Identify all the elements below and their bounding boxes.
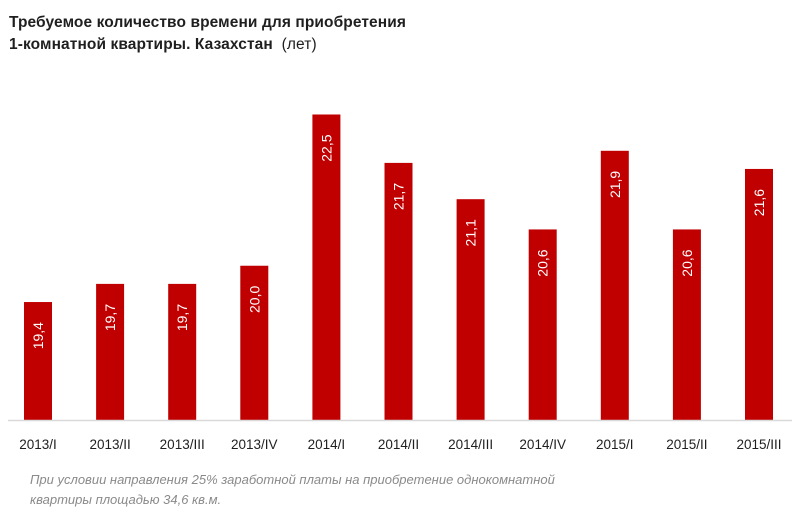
data-label: 20,0 — [246, 286, 262, 313]
bar-2014-II — [384, 162, 413, 420]
chart-title-line-1: Требуемое количество времени для приобре… — [9, 14, 407, 31]
footnote-line-1: При условии направления 25% заработной п… — [30, 472, 555, 487]
data-label: 21,6 — [751, 189, 767, 216]
x-tick-label: 2015/III — [736, 437, 781, 452]
x-tick-label: 2013/II — [89, 437, 130, 452]
bar-2013-I — [24, 302, 52, 420]
data-label: 19,7 — [174, 304, 190, 331]
chart-title-line-2: 1-комнатной квартиры. Казахстан (лет) — [9, 34, 406, 56]
x-tick-label: 2014/III — [448, 437, 493, 452]
data-label: 21,7 — [391, 183, 407, 210]
data-label: 20,6 — [535, 249, 551, 276]
chart-title-unit: (лет) — [281, 36, 317, 53]
bar-2013-II — [96, 283, 125, 420]
x-tick-label: 2013/III — [160, 437, 205, 452]
x-tick-label: 2014/I — [308, 437, 346, 452]
data-label: 21,9 — [607, 171, 623, 198]
chart-title-main: 1-комнатной квартиры. Казахстан — [9, 36, 273, 53]
chart-footnote: При условии направления 25% заработной п… — [30, 470, 555, 510]
x-tick-label: 2015/II — [666, 437, 707, 452]
x-tick-labels: 2013/I 2013/II 2013/III 2013/IV 2014/I 2014/I… — [19, 437, 781, 452]
data-label: 20,6 — [679, 249, 695, 276]
bar-2015-III — [745, 168, 773, 420]
x-tick-label: 2013/I — [19, 437, 57, 452]
bar-2015-II — [672, 229, 701, 420]
bar-2014-I — [312, 114, 341, 421]
footnote-line-2: квартиры площадью 34,6 кв.м. — [30, 492, 222, 507]
x-tick-label: 2015/I — [596, 437, 634, 452]
x-tick-label: 2014/IV — [519, 437, 566, 452]
x-tick-label: 2013/IV — [231, 437, 278, 452]
data-label: 22,5 — [318, 134, 334, 161]
chart-title: Требуемое количество времени для приобре… — [9, 12, 406, 56]
x-tick-label: 2014/II — [378, 437, 419, 452]
bars-group: 19,4 19,7 19,7 20,0 22,5 21,7 21,1 20,6 21,9 20,6… — [24, 114, 773, 421]
data-label: 21,1 — [463, 219, 479, 246]
bar-2013-III — [168, 283, 197, 420]
bar-2013-IV — [240, 265, 269, 420]
bar-2014-IV — [528, 229, 557, 420]
data-label: 19,7 — [102, 304, 118, 331]
bar-2015-I — [600, 150, 629, 420]
data-label: 19,4 — [30, 322, 46, 349]
bar-2014-III — [456, 199, 485, 420]
